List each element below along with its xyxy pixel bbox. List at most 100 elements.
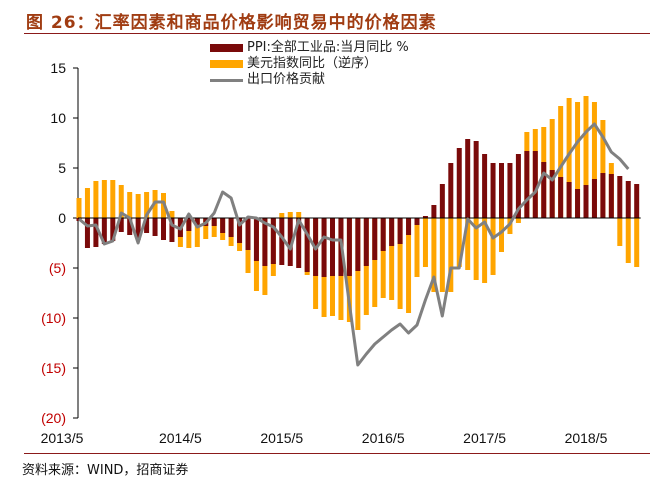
x-tick-label: 2017/5 (463, 430, 506, 446)
usd-bar (355, 218, 361, 330)
ppi-bar (372, 218, 378, 260)
usd-bar (448, 218, 454, 292)
ppi-bar (617, 176, 623, 218)
ppi-bar (439, 184, 445, 218)
ppi-bar (490, 163, 496, 218)
ppi-bar (270, 218, 276, 264)
usd-bar (482, 218, 488, 283)
usd-bar (296, 212, 302, 218)
ppi-bar (304, 218, 310, 272)
ppi-bar (575, 189, 581, 218)
usd-bar (591, 102, 597, 218)
usd-bar (422, 218, 428, 267)
ppi-bar (330, 218, 335, 276)
usd-bar (566, 98, 572, 218)
ppi-bar (499, 163, 504, 218)
legend-item-ppi: PPI:全部工业品:当月同比 % (210, 40, 409, 56)
ppi-bar (228, 218, 234, 237)
usd-bar (110, 180, 116, 218)
ppi-bar (321, 218, 327, 277)
usd-bar (575, 102, 581, 218)
usd-bar (84, 188, 90, 218)
ppi-bar (152, 218, 158, 236)
usd-bar (389, 218, 395, 300)
ppi-bar (186, 218, 192, 231)
legend-swatch-export (210, 78, 243, 82)
usd-bar (169, 211, 175, 218)
export-price-line (78, 122, 630, 367)
x-tick-label: 2015/5 (260, 430, 303, 446)
ppi-bar (524, 151, 530, 218)
ppi-bar (414, 218, 420, 225)
ppi-bar (608, 174, 614, 218)
ppi-bar (194, 218, 200, 226)
ppi-bar (127, 218, 133, 235)
legend: PPI:全部工业品:当月同比 % 美元指数同比（逆序） 出口价格贡献 (210, 40, 409, 88)
y-tick-label: (10) (41, 310, 66, 326)
ppi-bar (101, 218, 107, 244)
ppi-bar (287, 218, 293, 266)
usd-bar (186, 218, 192, 248)
usd-bar (431, 218, 437, 292)
usd-bar (380, 218, 386, 298)
usd-bar (127, 192, 133, 218)
ppi-bar (397, 218, 403, 244)
ppi-bar (431, 205, 437, 218)
y-tick-label: (5) (49, 260, 66, 276)
ppi-bar (389, 218, 395, 246)
usd-bar (101, 180, 107, 218)
ppi-bar (634, 184, 640, 218)
y-tick-label: 0 (58, 210, 66, 226)
legend-label-ppi: PPI:全部工业品:当月同比 % (247, 40, 409, 55)
ppi-bar (211, 218, 217, 226)
legend-item-export: 出口价格贡献 (210, 72, 409, 88)
ppi-bar (625, 181, 631, 218)
usd-bar (203, 218, 209, 239)
usd-bar (397, 218, 403, 309)
usd-bar (617, 218, 623, 246)
source-note: 资料来源：WIND，招商证券 (22, 463, 189, 478)
x-tick-label: 2013/5 (41, 430, 84, 446)
y-tick-label: (15) (41, 360, 66, 376)
ppi-bar (448, 163, 454, 218)
usd-bar (634, 218, 640, 267)
ppi-bar (482, 154, 488, 218)
usd-bar (600, 120, 606, 218)
usd-bar (583, 96, 589, 218)
ppi-bar (380, 218, 386, 251)
legend-label-usd: 美元指数同比（逆序） (247, 56, 378, 71)
legend-item-usd: 美元指数同比（逆序） (210, 56, 409, 72)
y-tick-label: 15 (50, 60, 66, 76)
usd-bar (93, 181, 99, 218)
usd-bar (490, 218, 496, 275)
x-tick-label: 2018/5 (565, 430, 608, 446)
usd-bar (414, 218, 420, 277)
ppi-bar (363, 218, 369, 266)
usd-bar (558, 106, 564, 218)
usd-bar (279, 213, 285, 218)
ppi-bar (169, 218, 175, 242)
ppi-bar (558, 177, 564, 218)
ppi-bar (110, 218, 116, 241)
ppi-bar (237, 218, 243, 243)
ppi-bar (507, 163, 513, 218)
usd-bar (135, 194, 141, 218)
ppi-bar (245, 218, 251, 250)
usd-bar (499, 218, 504, 252)
ppi-bar (296, 218, 302, 268)
usd-bar (473, 218, 479, 280)
ppi-bar (279, 218, 285, 265)
ppi-bar (532, 151, 538, 218)
y-tick-label: 10 (50, 110, 66, 126)
ppi-bar (93, 218, 99, 247)
y-tick-label: (20) (41, 410, 66, 426)
usd-bar (625, 218, 631, 263)
usd-bar (549, 119, 555, 218)
ppi-bar (135, 218, 141, 240)
source-rule (24, 453, 650, 454)
usd-bar (363, 218, 369, 315)
ppi-bar (541, 162, 547, 218)
ppi-bar (583, 185, 589, 218)
ppi-bar (346, 218, 352, 276)
